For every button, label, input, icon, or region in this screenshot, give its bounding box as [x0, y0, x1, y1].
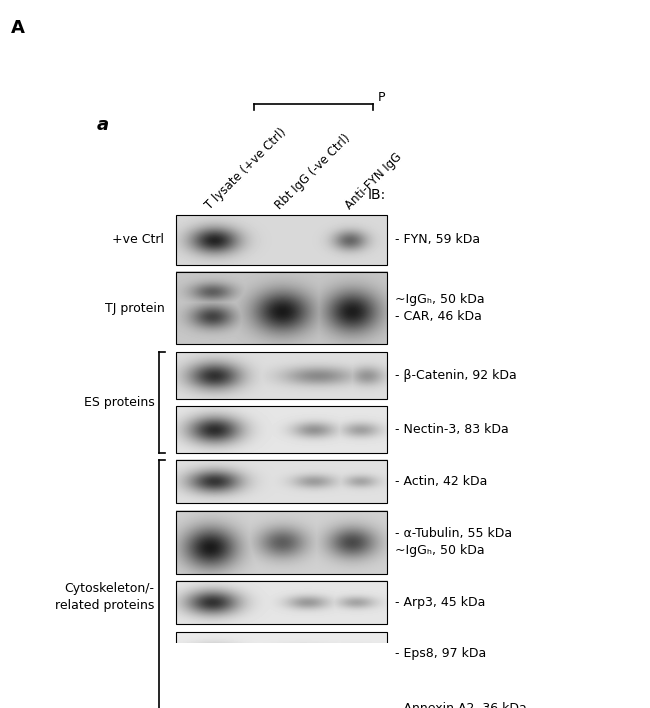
Text: TJ protein: TJ protein [105, 302, 164, 314]
Text: - Annexin A2, 36 kDa: - Annexin A2, 36 kDa [395, 702, 527, 708]
Text: - Eps8, 97 kDa: - Eps8, 97 kDa [395, 647, 487, 660]
Bar [176, 581, 387, 624]
Text: Anti-FYN IgG: Anti-FYN IgG [343, 151, 405, 212]
Text: Cytoskeleton/-
related proteins: Cytoskeleton/- related proteins [55, 583, 155, 612]
Text: ES proteins: ES proteins [84, 396, 155, 409]
Text: - FYN, 59 kDa: - FYN, 59 kDa [395, 234, 480, 246]
Text: a: a [97, 115, 109, 134]
Text: ~IgGₕ, 50 kDa
- CAR, 46 kDa: ~IgGₕ, 50 kDa - CAR, 46 kDa [395, 293, 485, 323]
Text: - Arp3, 45 kDa: - Arp3, 45 kDa [395, 596, 486, 610]
Text: A: A [10, 19, 25, 37]
Bar [176, 632, 387, 675]
Bar [176, 406, 387, 452]
Text: T lysate (+ve Ctrl): T lysate (+ve Ctrl) [202, 126, 289, 212]
Text: Rbt IgG (-ve Ctrl): Rbt IgG (-ve Ctrl) [273, 132, 353, 212]
Bar [176, 510, 387, 574]
Bar [176, 215, 387, 265]
Bar [176, 460, 387, 503]
Bar [176, 352, 387, 399]
Bar [176, 272, 387, 344]
Text: - Nectin-3, 83 kDa: - Nectin-3, 83 kDa [395, 423, 509, 435]
Text: - α-Tubulin, 55 kDa
~IgGₕ, 50 kDa: - α-Tubulin, 55 kDa ~IgGₕ, 50 kDa [395, 527, 512, 557]
Text: IB:: IB: [368, 188, 386, 202]
Text: - β-Catenin, 92 kDa: - β-Catenin, 92 kDa [395, 369, 517, 382]
Bar [176, 683, 387, 708]
Text: P: P [377, 91, 385, 104]
Text: +ve Ctrl: +ve Ctrl [112, 234, 164, 246]
Text: - Actin, 42 kDa: - Actin, 42 kDa [395, 475, 488, 489]
